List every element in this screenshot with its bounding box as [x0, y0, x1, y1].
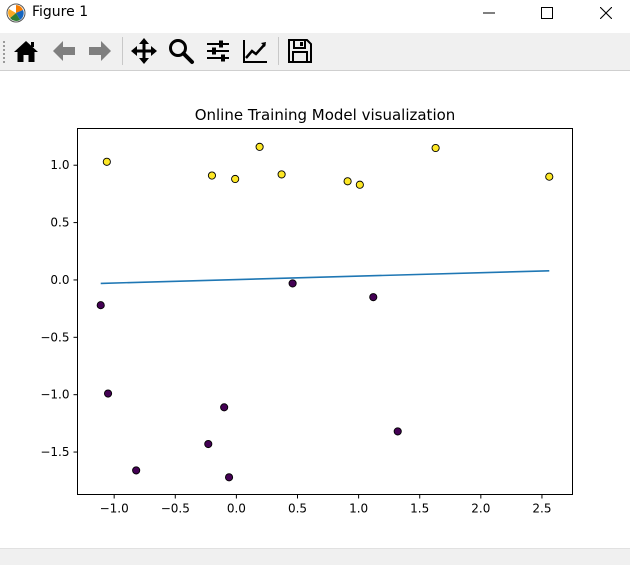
window-title: Figure 1	[32, 4, 89, 20]
point-class-0	[96, 301, 105, 310]
back-button[interactable]	[49, 36, 79, 66]
edit-axis-button[interactable]	[240, 36, 270, 66]
minimize-icon	[483, 12, 495, 14]
decision-boundary	[100, 269, 550, 285]
x-tick-label: 1.5	[410, 502, 429, 516]
minimize-button[interactable]	[466, 0, 512, 26]
floppy-disk-icon	[288, 39, 312, 63]
point-class-1	[231, 174, 240, 184]
y-tick-label: 0.5	[50, 216, 69, 230]
x-tick-label: 2.0	[471, 502, 490, 516]
arrow-left-icon	[53, 41, 75, 61]
boundary-line	[100, 269, 550, 285]
move-icon	[131, 38, 157, 64]
point-class-0	[132, 466, 141, 475]
data-points	[96, 142, 554, 482]
x-tick-label: 0.5	[288, 502, 307, 516]
axis-ticks: −1.0 −0.5 0.0 0.5 1.0 1.5 2.0 2.5 1.0 0.5 0.0 −0.5 −…	[40, 158, 551, 515]
x-tick-label: 0.0	[227, 502, 246, 516]
point-class-0	[288, 279, 297, 288]
point-class-1	[431, 143, 440, 153]
close-icon	[600, 7, 612, 19]
point-class-1	[343, 177, 352, 186]
point-class-1	[545, 172, 554, 181]
close-button[interactable]	[583, 0, 629, 26]
status-bar	[0, 548, 630, 565]
point-class-0	[369, 293, 378, 302]
point-class-1	[277, 170, 286, 179]
sliders-icon	[207, 40, 229, 62]
axes-frame	[77, 128, 573, 495]
toolbar-grip[interactable]	[3, 41, 5, 63]
x-tick-label: −0.5	[161, 502, 190, 516]
home-button[interactable]	[11, 36, 41, 66]
home-icon	[14, 41, 38, 62]
figure-canvas[interactable]: Online Training Model visualization −1.0…	[0, 71, 630, 548]
zoom-button[interactable]	[166, 36, 196, 66]
y-tick-label: 1.0	[50, 158, 69, 172]
maximize-icon	[541, 7, 553, 19]
line-chart-icon	[243, 40, 267, 63]
x-tick-label: −1.0	[100, 502, 129, 516]
forward-button[interactable]	[85, 36, 115, 66]
point-class-0	[225, 473, 234, 482]
subplots-button[interactable]	[203, 36, 233, 66]
point-class-1	[102, 157, 111, 166]
toolbar-separator	[278, 37, 279, 65]
x-tick-label: 1.0	[349, 502, 368, 516]
y-tick-label: −1.5	[40, 445, 69, 459]
magnifier-icon	[169, 39, 194, 64]
point-class-1	[207, 171, 216, 180]
title-bar: Figure 1	[0, 0, 630, 26]
point-class-0	[104, 389, 113, 398]
point-class-1	[255, 142, 264, 151]
point-class-0	[220, 403, 229, 412]
point-class-1	[355, 180, 364, 189]
maximize-button[interactable]	[524, 0, 570, 26]
save-button[interactable]	[285, 36, 315, 66]
y-tick-label: 0.0	[50, 273, 69, 287]
point-class-0	[393, 427, 402, 436]
arrow-right-icon	[89, 41, 111, 61]
x-tick-label: 2.5	[532, 502, 551, 516]
toolbar-separator	[122, 37, 123, 65]
chart-title: Online Training Model visualization	[195, 106, 456, 124]
pan-button[interactable]	[129, 36, 159, 66]
y-tick-label: −0.5	[40, 330, 69, 344]
point-class-0	[204, 439, 213, 449]
y-tick-label: −1.0	[40, 388, 69, 402]
matplotlib-icon	[6, 3, 26, 23]
navigation-toolbar	[0, 33, 630, 71]
scatter-plot[interactable]: Online Training Model visualization −1.0…	[0, 71, 630, 548]
